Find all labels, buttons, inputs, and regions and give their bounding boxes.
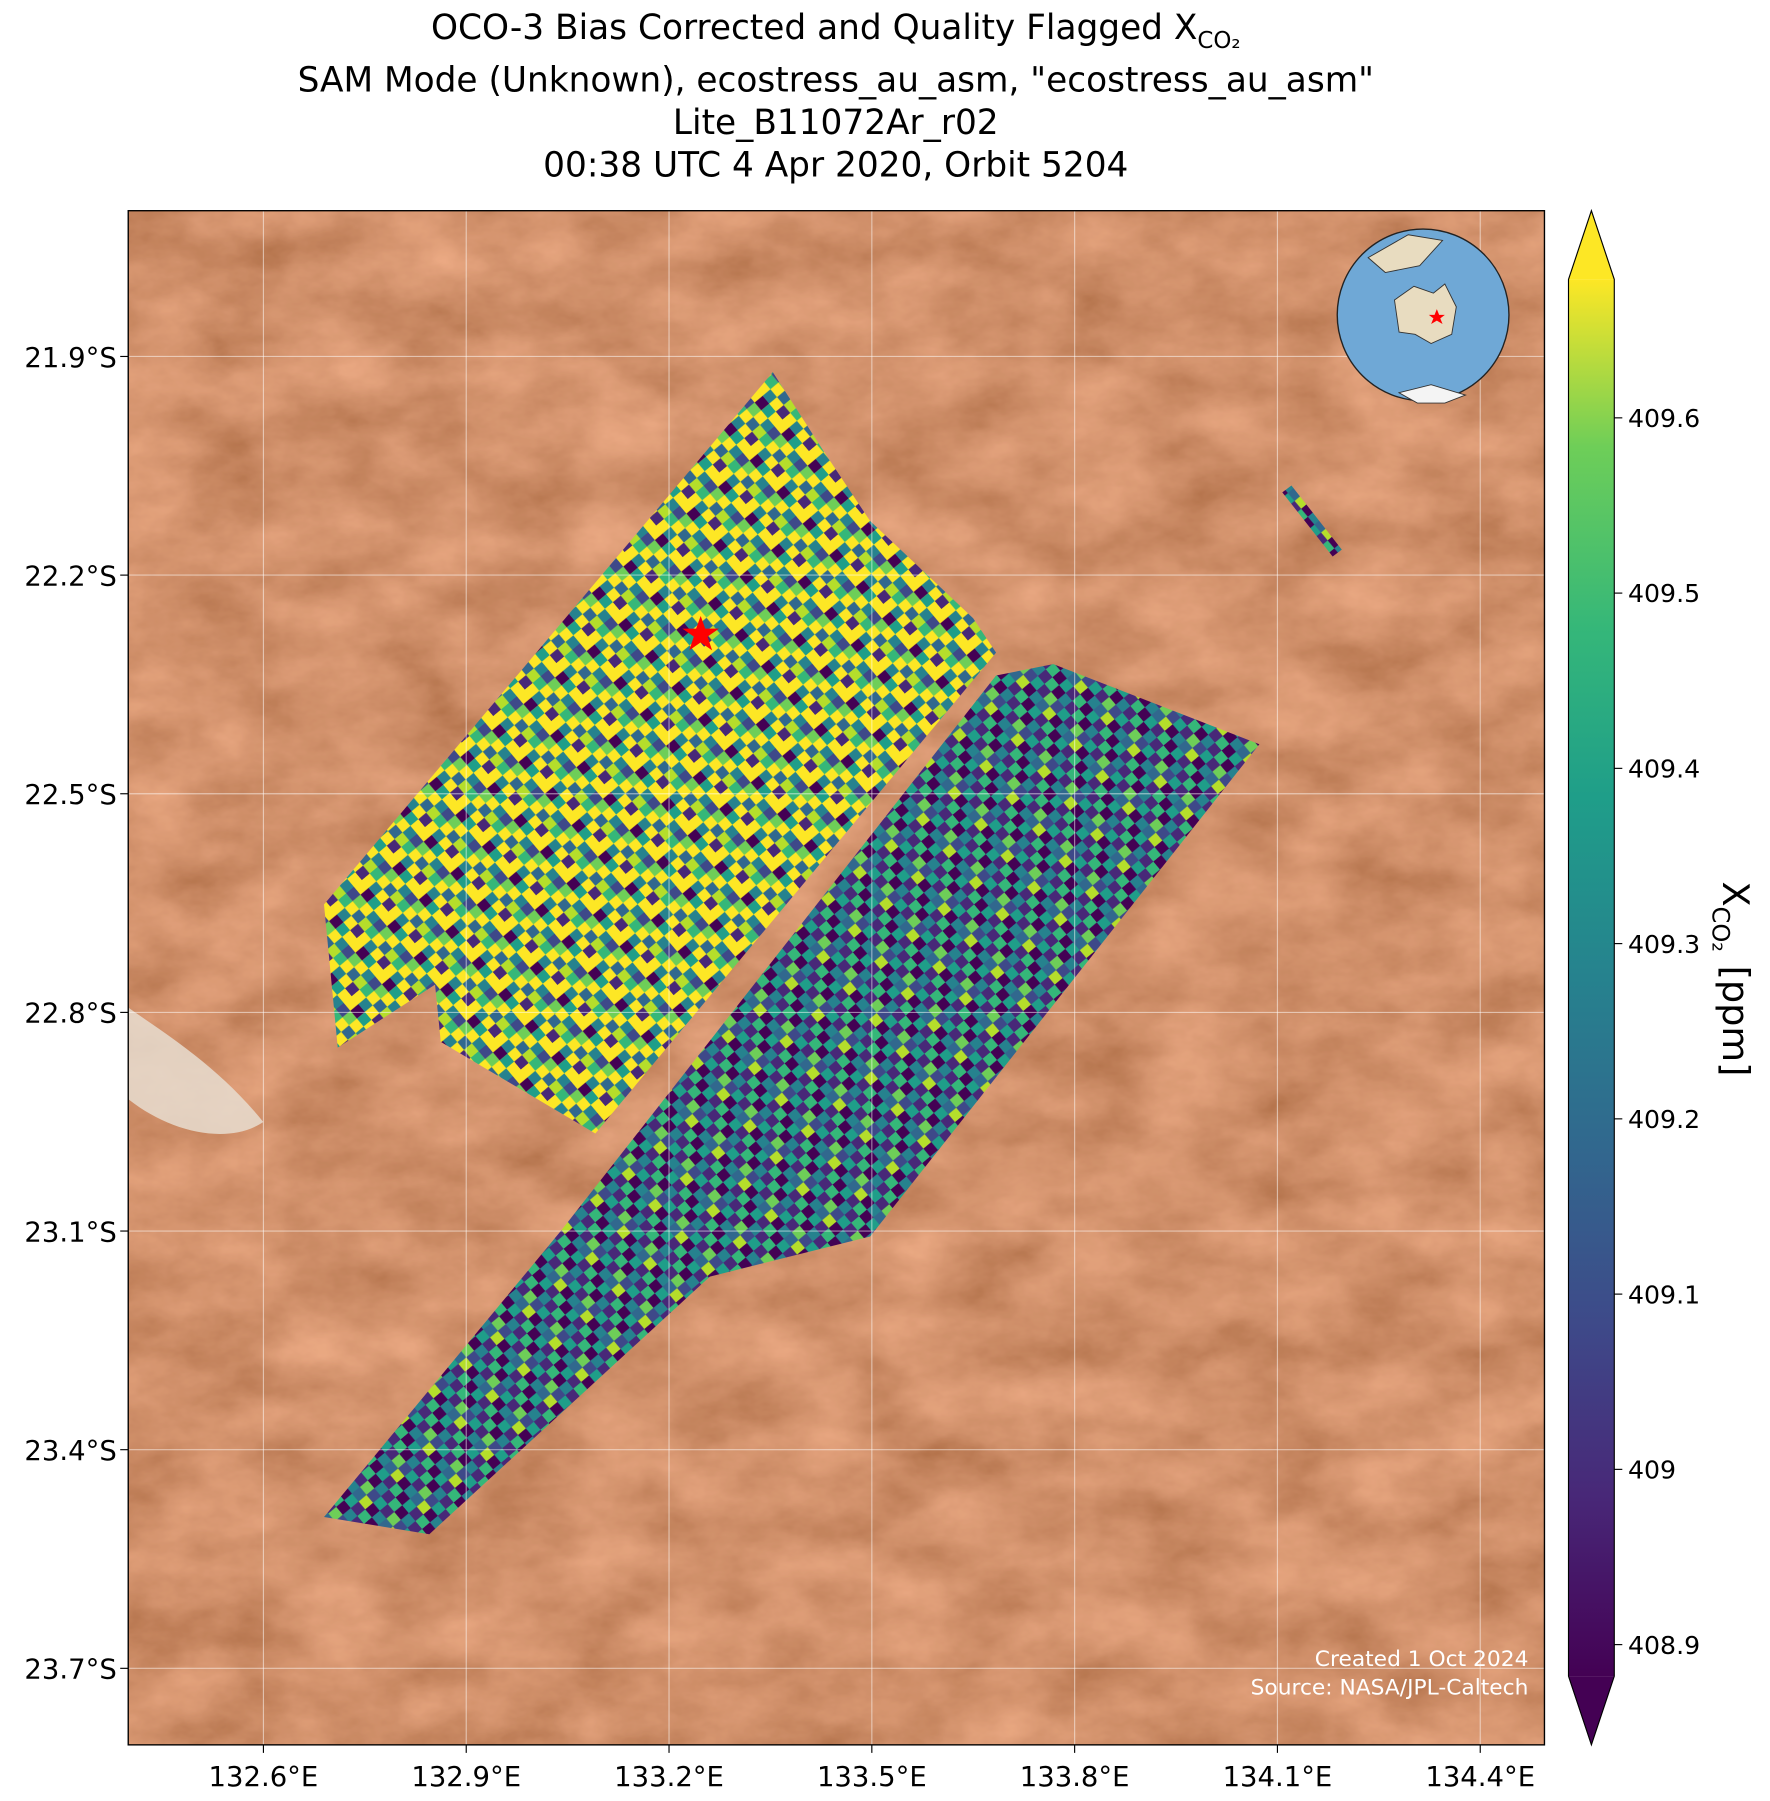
plot-frame: [127, 210, 1546, 1746]
x-tick-label: 132.6°E: [209, 1762, 319, 1793]
x-tick-label: 134.1°E: [1223, 1762, 1333, 1793]
colorbar-extend-min: [1568, 1676, 1615, 1745]
x-tick-label: 133.5°E: [817, 1762, 927, 1793]
colorbar-label-sub: CO₂: [1707, 907, 1735, 952]
colorbar-tick-label: 409.4: [1628, 755, 1700, 784]
colorbar-extend-max: [1568, 210, 1615, 280]
antarctica: [1397, 384, 1467, 404]
y-tick-label: 23.1°S: [24, 1217, 116, 1248]
colorbar-label: XCO₂ [ppm]: [1707, 881, 1757, 1076]
chart-title: OCO-3 Bias Corrected and Quality Flagged…: [431, 8, 1241, 54]
asia: [1367, 234, 1444, 274]
colorbar-label-unit: [ppm]: [1714, 966, 1757, 1077]
x-tick-label: 133.8°E: [1020, 1762, 1130, 1793]
x-tick-label: 133.2°E: [614, 1762, 724, 1793]
y-tick-label: 23.7°S: [24, 1655, 116, 1686]
title-subscript: CO₂: [1197, 28, 1240, 54]
colorbar-outline: [1567, 208, 1615, 1747]
colorbar-tick-label: 409.6: [1628, 404, 1700, 433]
colorbar-tick-label: 409.1: [1628, 1280, 1700, 1309]
colorbar-label-main: X: [1714, 881, 1757, 906]
y-tick-label: 21.9°S: [24, 343, 116, 374]
australia: [1393, 283, 1457, 345]
colorbar-tick-label: 408.9: [1628, 1631, 1700, 1660]
credits: Created 1 Oct 2024 Source: NASA/JPL-Calte…: [1251, 1647, 1529, 1701]
chart-subtitle: Lite_B11072Ar_r02: [673, 103, 999, 143]
y-tick-label: 23.4°S: [24, 1436, 116, 1467]
x-tick-label: 134.4°E: [1425, 1762, 1535, 1793]
globe-inset: [1336, 228, 1510, 404]
colorbar-tick-label: 409.2: [1628, 1105, 1700, 1134]
globe-star: [1428, 309, 1445, 325]
y-tick-label: 22.2°S: [24, 561, 116, 592]
x-tick-label: 132.9°E: [411, 1762, 521, 1793]
grid: [128, 210, 1545, 1745]
y-tick-label: 22.8°S: [24, 999, 116, 1030]
swath: [324, 664, 1260, 1535]
colorbar-tick-label: 409.3: [1628, 930, 1700, 959]
salt-lake: [128, 1007, 264, 1134]
colorbar: XCO₂ [ppm]: [1567, 208, 1757, 1747]
colorbar-tick-label: 409: [1628, 1456, 1676, 1485]
credit-text: Created 1 Oct 2024: [1315, 1647, 1529, 1672]
chart-subtitle: 00:38 UTC 4 Apr 2020, Orbit 5204: [543, 145, 1128, 185]
y-tick-label: 22.5°S: [24, 780, 116, 811]
title-main: OCO-3 Bias Corrected and Quality Flagged…: [431, 8, 1197, 48]
credit-text: Source: NASA/JPL-Caltech: [1251, 1675, 1529, 1700]
swath: [324, 372, 997, 1134]
colorbar-scale: [1568, 279, 1615, 1677]
swath: [1282, 485, 1342, 557]
chart-subtitle: SAM Mode (Unknown), ecostress_au_asm, "e…: [298, 61, 1374, 101]
colorbar-tick-label: 409.5: [1628, 579, 1700, 608]
target-star: [682, 615, 719, 651]
map-area: Created 1 Oct 2024 Source: NASA/JPL-Calte…: [128, 210, 1545, 1745]
title-block: OCO-3 Bias Corrected and Quality Flagged…: [298, 8, 1374, 185]
